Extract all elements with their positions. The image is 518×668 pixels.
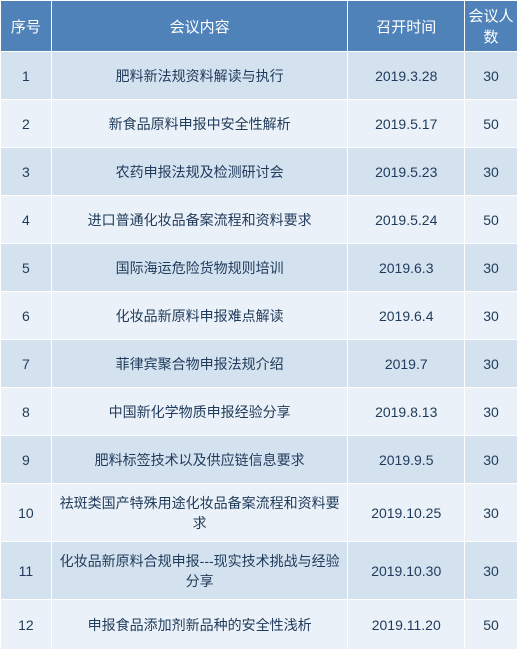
col-header-date: 召开时间 bbox=[348, 1, 465, 52]
cell-idx: 9 bbox=[1, 436, 52, 484]
cell-idx: 5 bbox=[1, 244, 52, 292]
table-row: 9 肥料标签技术以及供应链信息要求 2019.9.5 30 bbox=[1, 436, 518, 484]
table-row: 6 化妆品新原料申报难点解读 2019.6.4 30 bbox=[1, 292, 518, 340]
meeting-table: 序号 会议内容 召开时间 会议人数 1 肥料新法规资料解读与执行 2019.3.… bbox=[0, 0, 518, 650]
cell-date: 2019.5.24 bbox=[348, 196, 465, 244]
cell-idx: 7 bbox=[1, 340, 52, 388]
cell-content: 农药申报法规及检测研讨会 bbox=[51, 148, 348, 196]
table-body: 1 肥料新法规资料解读与执行 2019.3.28 30 2 新食品原料申报中安全… bbox=[1, 52, 518, 650]
cell-content: 化妆品新原料合规申报---现实技术挑战与经验分享 bbox=[51, 542, 348, 600]
table-row: 2 新食品原料申报中安全性解析 2019.5.17 50 bbox=[1, 100, 518, 148]
cell-content: 中国新化学物质申报经验分享 bbox=[51, 388, 348, 436]
table-row: 8 中国新化学物质申报经验分享 2019.8.13 30 bbox=[1, 388, 518, 436]
cell-date: 2019.5.23 bbox=[348, 148, 465, 196]
cell-idx: 10 bbox=[1, 484, 52, 542]
cell-date: 2019.3.28 bbox=[348, 52, 465, 100]
cell-date: 2019.9.5 bbox=[348, 436, 465, 484]
table-row: 11 化妆品新原料合规申报---现实技术挑战与经验分享 2019.10.30 3… bbox=[1, 542, 518, 600]
cell-date: 2019.7 bbox=[348, 340, 465, 388]
table-row: 3 农药申报法规及检测研讨会 2019.5.23 30 bbox=[1, 148, 518, 196]
cell-date: 2019.6.4 bbox=[348, 292, 465, 340]
cell-date: 2019.6.3 bbox=[348, 244, 465, 292]
table-row: 10 祛斑类国产特殊用途化妆品备案流程和资料要求 2019.10.25 30 bbox=[1, 484, 518, 542]
col-header-content: 会议内容 bbox=[51, 1, 348, 52]
cell-idx: 2 bbox=[1, 100, 52, 148]
cell-content: 化妆品新原料申报难点解读 bbox=[51, 292, 348, 340]
cell-content: 国际海运危险货物规则培训 bbox=[51, 244, 348, 292]
cell-count: 50 bbox=[465, 100, 518, 148]
cell-idx: 8 bbox=[1, 388, 52, 436]
cell-content: 肥料新法规资料解读与执行 bbox=[51, 52, 348, 100]
cell-count: 30 bbox=[465, 484, 518, 542]
cell-content: 肥料标签技术以及供应链信息要求 bbox=[51, 436, 348, 484]
cell-count: 30 bbox=[465, 388, 518, 436]
table-row: 4 进口普通化妆品备案流程和资料要求 2019.5.24 50 bbox=[1, 196, 518, 244]
cell-count: 30 bbox=[465, 340, 518, 388]
cell-count: 30 bbox=[465, 148, 518, 196]
cell-count: 50 bbox=[465, 600, 518, 650]
cell-date: 2019.10.25 bbox=[348, 484, 465, 542]
cell-date: 2019.5.17 bbox=[348, 100, 465, 148]
col-header-idx: 序号 bbox=[1, 1, 52, 52]
table-row: 7 菲律宾聚合物申报法规介绍 2019.7 30 bbox=[1, 340, 518, 388]
cell-idx: 4 bbox=[1, 196, 52, 244]
table-row: 5 国际海运危险货物规则培训 2019.6.3 30 bbox=[1, 244, 518, 292]
cell-content: 菲律宾聚合物申报法规介绍 bbox=[51, 340, 348, 388]
cell-idx: 12 bbox=[1, 600, 52, 650]
cell-idx: 6 bbox=[1, 292, 52, 340]
cell-content: 新食品原料申报中安全性解析 bbox=[51, 100, 348, 148]
cell-count: 30 bbox=[465, 52, 518, 100]
cell-content: 祛斑类国产特殊用途化妆品备案流程和资料要求 bbox=[51, 484, 348, 542]
col-header-count: 会议人数 bbox=[465, 1, 518, 52]
cell-count: 30 bbox=[465, 436, 518, 484]
cell-idx: 3 bbox=[1, 148, 52, 196]
cell-count: 50 bbox=[465, 196, 518, 244]
cell-date: 2019.10.30 bbox=[348, 542, 465, 600]
cell-count: 30 bbox=[465, 542, 518, 600]
cell-content: 申报食品添加剂新品种的安全性浅析 bbox=[51, 600, 348, 650]
table-header-row: 序号 会议内容 召开时间 会议人数 bbox=[1, 1, 518, 52]
table-row: 1 肥料新法规资料解读与执行 2019.3.28 30 bbox=[1, 52, 518, 100]
cell-content: 进口普通化妆品备案流程和资料要求 bbox=[51, 196, 348, 244]
table-row: 12 申报食品添加剂新品种的安全性浅析 2019.11.20 50 bbox=[1, 600, 518, 650]
cell-count: 30 bbox=[465, 244, 518, 292]
cell-idx: 11 bbox=[1, 542, 52, 600]
cell-idx: 1 bbox=[1, 52, 52, 100]
cell-date: 2019.11.20 bbox=[348, 600, 465, 650]
cell-count: 30 bbox=[465, 292, 518, 340]
cell-date: 2019.8.13 bbox=[348, 388, 465, 436]
